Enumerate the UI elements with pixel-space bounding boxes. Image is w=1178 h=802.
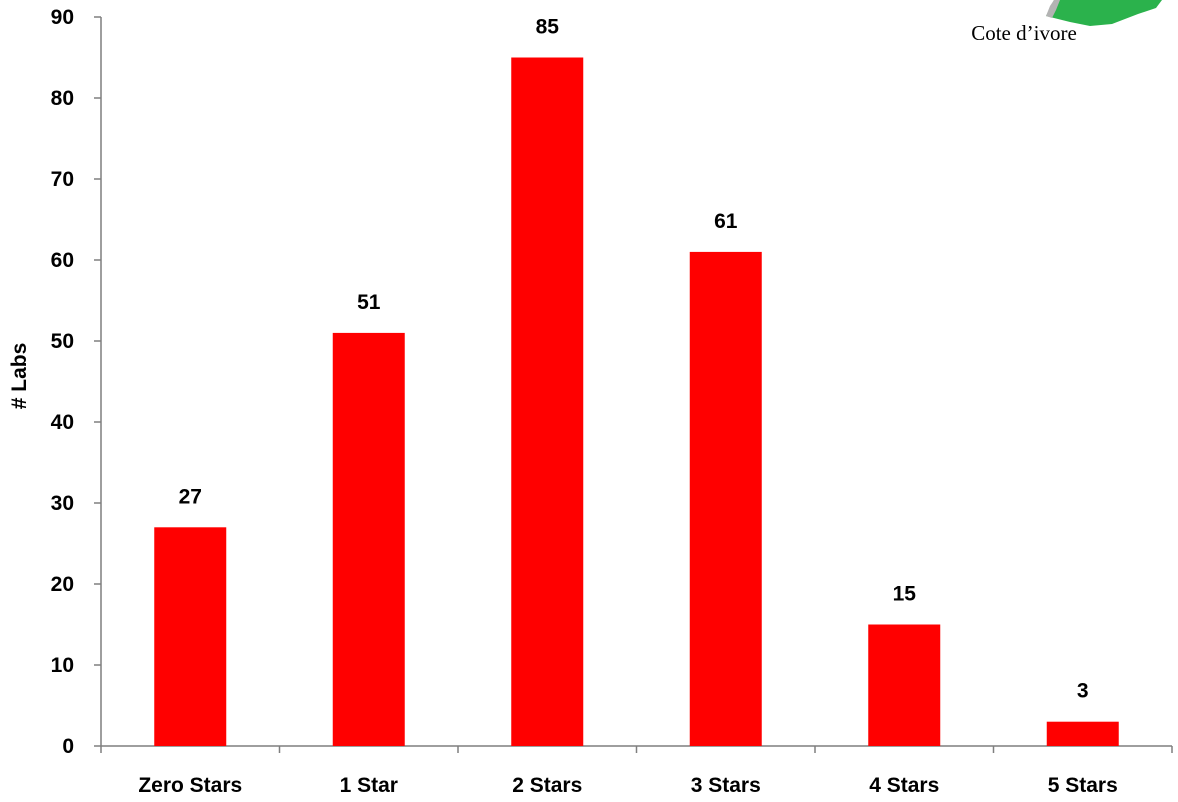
x-tick-label: 2 Stars [512, 774, 582, 797]
y-tick-label: 10 [51, 654, 74, 677]
bar [689, 251, 762, 746]
bar [868, 624, 941, 746]
y-tick-label: 50 [51, 330, 74, 353]
data-label: 3 [1077, 680, 1089, 703]
neighbor-map-shape [1046, 0, 1060, 18]
y-tick-label: 80 [51, 87, 74, 110]
data-label: 51 [357, 291, 381, 314]
bar [511, 57, 584, 746]
y-tick-label: 20 [51, 573, 74, 596]
map-inset: Cote d’ivore [971, 0, 1162, 45]
x-tick-label: 3 Stars [691, 774, 761, 797]
y-tick-label: 0 [62, 735, 74, 758]
bar [1046, 721, 1119, 746]
bar [154, 527, 227, 746]
y-tick-label: 40 [51, 411, 74, 434]
y-tick-label: 70 [51, 168, 74, 191]
axes [94, 16, 1173, 753]
y-tick-label: 30 [51, 492, 74, 515]
bar [332, 332, 405, 746]
x-tick-label: 5 Stars [1048, 774, 1118, 797]
x-tick-labels-group: Zero Stars 1 Star 2 Stars 3 Stars 4 Stars 5 S… [138, 774, 1117, 797]
bars-group [154, 57, 1119, 746]
y-tick-labels-group: 0 10 20 30 40 50 60 70 80 90 [51, 6, 74, 758]
y-axis-label: # Labs [8, 343, 31, 410]
cote-divoire-map-shape [1046, 0, 1162, 26]
data-label: 27 [179, 485, 202, 508]
data-label: 85 [536, 16, 560, 39]
y-tick-label: 90 [51, 6, 74, 29]
x-tick-label: 4 Stars [869, 774, 939, 797]
map-caption: Cote d’ivore [971, 21, 1077, 45]
data-label: 61 [714, 210, 738, 233]
x-tick-label: Zero Stars [138, 774, 242, 797]
data-labels-group: 27 51 85 61 15 3 [179, 16, 1089, 703]
y-tick-label: 60 [51, 249, 74, 272]
x-tick-label: 1 Star [340, 774, 398, 797]
data-label: 15 [893, 583, 917, 606]
